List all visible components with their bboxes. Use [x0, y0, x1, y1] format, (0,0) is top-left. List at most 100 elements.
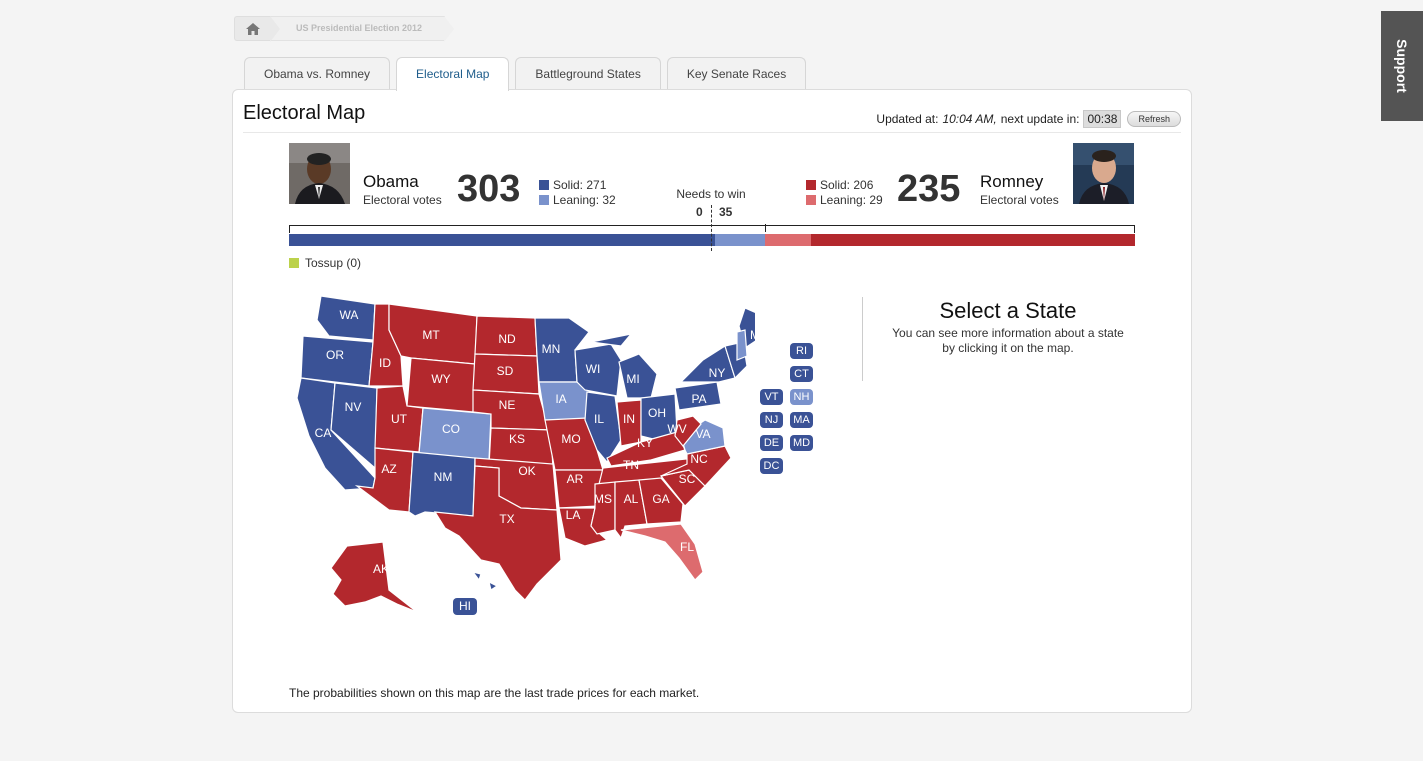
label-MN: MN — [542, 342, 561, 356]
chip-NJ[interactable]: NJ — [760, 412, 783, 428]
label-HI: HI — [459, 599, 471, 613]
label-ME: ME — [750, 328, 755, 342]
tab-bar: Obama vs. Romney Electoral Map Battlegro… — [244, 57, 807, 91]
label-CA: CA — [315, 426, 332, 440]
tab-electoral-map[interactable]: Electoral Map — [396, 57, 510, 91]
state-WV[interactable] — [674, 415, 702, 447]
label-OH: OH — [648, 406, 666, 420]
label-IN: IN — [623, 412, 635, 426]
state-TX[interactable] — [433, 465, 562, 601]
obama-leaning-label: Leaning: 32 — [553, 193, 616, 207]
label-TN: TN — [623, 458, 639, 472]
rep-lean-swatch — [806, 195, 816, 205]
label-NV: NV — [345, 400, 362, 414]
state-IL[interactable] — [584, 391, 622, 464]
electoral-bar-axis — [289, 225, 1135, 233]
label-NY: NY — [709, 366, 726, 380]
state-MI[interactable] — [590, 333, 658, 399]
romney-total: 235 — [897, 168, 961, 210]
obama-solid-label: Solid: 271 — [553, 178, 607, 192]
needs-to-win-line — [711, 205, 712, 251]
support-label: Support — [1394, 39, 1410, 93]
update-mid: next update in: — [1000, 112, 1080, 126]
update-time: 10:04 AM, — [942, 112, 997, 126]
label-UT: UT — [391, 412, 408, 426]
select-state-title: Select a State — [939, 298, 1077, 323]
label-OK: OK — [518, 464, 535, 478]
label-IA: IA — [555, 392, 566, 406]
breadcrumb: US Presidential Election 2012 — [234, 16, 455, 42]
obama-photo — [289, 143, 350, 204]
breadcrumb-home[interactable] — [234, 16, 280, 42]
chip-HI[interactable] — [453, 598, 477, 615]
obama-name: Obama — [363, 172, 419, 191]
label-WI: WI — [586, 362, 601, 376]
chip-DE[interactable]: DE — [760, 435, 783, 451]
label-MT: MT — [422, 328, 440, 342]
label-AL: AL — [624, 492, 639, 506]
label-MO: MO — [561, 432, 580, 446]
label-AZ: AZ — [381, 462, 396, 476]
tossup-legend: Tossup (0) — [289, 256, 361, 270]
label-MS: MS — [594, 492, 612, 506]
chip-MA[interactable]: MA — [790, 412, 813, 428]
state-NC[interactable] — [660, 445, 732, 487]
bar-dem-solid — [289, 234, 716, 246]
state-NH-map[interactable] — [736, 329, 748, 361]
bar-rep-solid — [811, 234, 1135, 246]
chip-NH[interactable]: NH — [790, 389, 813, 405]
needs-right: 35 — [719, 205, 733, 219]
label-LA: LA — [566, 508, 581, 522]
us-map: WA OR CA NV ID MT WY UT AZ CO NM ND SD N… — [296, 295, 755, 615]
chip-DC[interactable]: DC — [760, 458, 783, 474]
chip-VT[interactable]: VT — [760, 389, 783, 405]
select-state-line2: by clicking it on the map. — [942, 341, 1074, 355]
label-PA: PA — [691, 392, 706, 406]
label-CO: CO — [442, 422, 460, 436]
tab-obama-vs-romney[interactable]: Obama vs. Romney — [244, 57, 391, 90]
select-state-text: You can see more information about a sta… — [873, 326, 1143, 356]
state-PA[interactable] — [674, 381, 722, 411]
select-state-line1: You can see more information about a sta… — [892, 326, 1124, 340]
state-GA[interactable] — [638, 477, 684, 525]
state-MS[interactable] — [590, 481, 616, 535]
state-WA[interactable] — [316, 295, 376, 341]
state-HI[interactable] — [471, 571, 499, 591]
obama-leaning: Leaning: 32 — [539, 193, 616, 207]
obama-solid: Solid: 271 — [539, 178, 606, 192]
state-FL[interactable] — [620, 523, 704, 581]
label-VA: VA — [695, 427, 710, 441]
label-MI: MI — [626, 372, 639, 386]
chip-MD[interactable]: MD — [790, 435, 813, 451]
needs-to-win-label: Needs to win — [676, 187, 746, 201]
label-AK: AK — [373, 562, 389, 576]
tab-key-senate-races[interactable]: Key Senate Races — [666, 57, 807, 90]
electoral-map-panel: Electoral Map Updated at: 10:04 AM, next… — [232, 89, 1192, 713]
countdown-timer: 00:38 — [1083, 110, 1122, 128]
romney-solid: Solid: 206 — [806, 178, 873, 192]
label-ID: ID — [379, 356, 391, 370]
romney-sub: Electoral votes — [980, 193, 1059, 207]
state-VA[interactable] — [680, 419, 726, 455]
label-FL: FL — [680, 540, 694, 554]
label-WA: WA — [340, 308, 359, 322]
tossup-swatch — [289, 258, 299, 268]
label-GA: GA — [652, 492, 669, 506]
select-divider — [862, 297, 863, 381]
romney-photo — [1073, 143, 1134, 204]
breadcrumb-item[interactable]: US Presidential Election 2012 — [270, 16, 455, 42]
state-AK[interactable] — [330, 541, 418, 613]
obama-total: 303 — [457, 168, 521, 210]
chip-RI[interactable]: RI — [790, 343, 813, 359]
refresh-button[interactable]: Refresh — [1127, 111, 1181, 127]
label-SD: SD — [497, 364, 514, 378]
label-WV: WV — [667, 422, 686, 436]
page-title: Electoral Map — [243, 102, 366, 124]
tossup-label: Tossup (0) — [305, 256, 362, 270]
state-MO[interactable] — [544, 417, 604, 471]
chip-CT[interactable]: CT — [790, 366, 813, 382]
label-ND: ND — [498, 332, 516, 346]
label-TX: TX — [499, 512, 514, 526]
support-tab[interactable]: Support — [1381, 11, 1423, 121]
tab-battleground-states[interactable]: Battleground States — [515, 57, 661, 90]
